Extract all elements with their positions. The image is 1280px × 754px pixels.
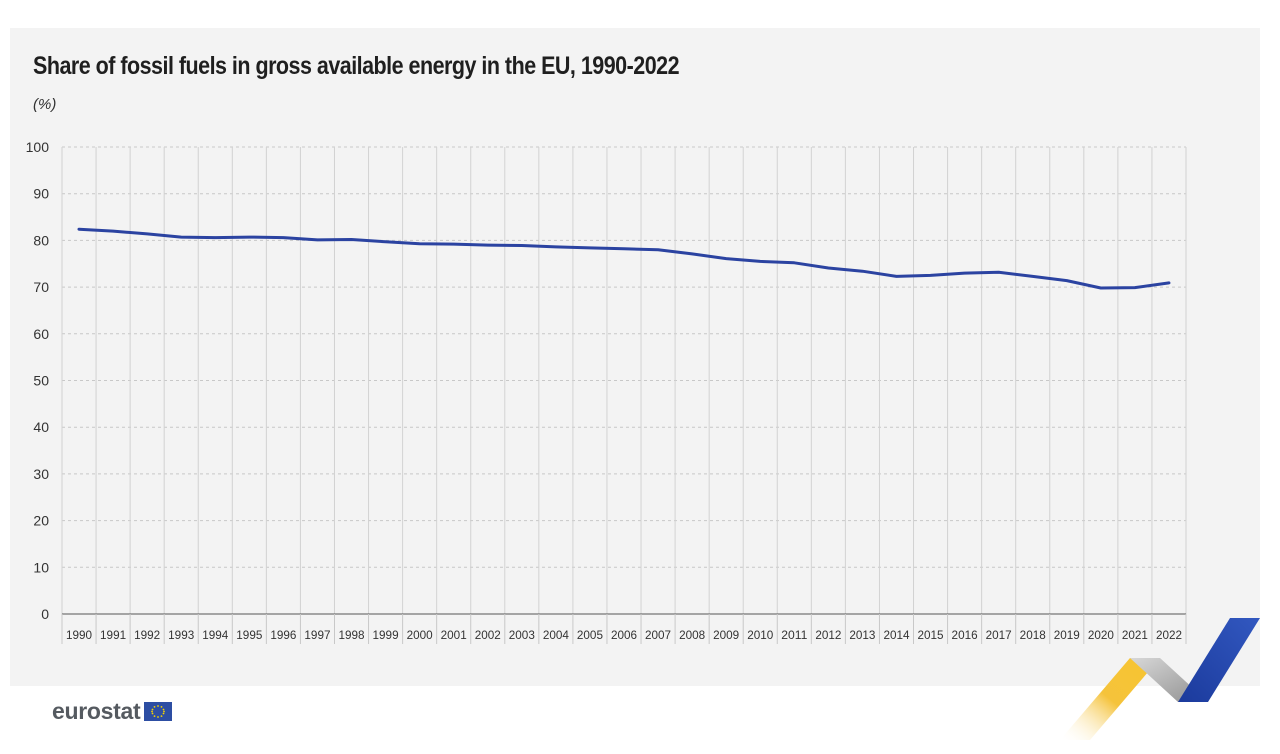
x-tick-label: 1999 (373, 630, 399, 642)
x-tick-label: 1996 (270, 630, 296, 642)
y-tick-label: 100 (26, 139, 50, 155)
y-tick-label: 80 (33, 232, 49, 248)
x-tick-label: 2008 (679, 630, 705, 642)
data-point (486, 244, 489, 247)
chart-panel (10, 28, 1260, 686)
x-tick-label: 2014 (883, 630, 910, 642)
data-point (520, 244, 523, 247)
x-tick-label: 1990 (66, 630, 92, 642)
x-tick-label: 2004 (543, 630, 570, 642)
data-point (180, 236, 183, 239)
data-point (384, 240, 387, 243)
x-tick-label: 2006 (611, 630, 637, 642)
x-tick-label: 2021 (1122, 630, 1148, 642)
y-tick-label: 60 (33, 326, 49, 342)
x-tick-label: 2018 (1020, 630, 1046, 642)
data-point (657, 248, 660, 251)
y-tick-label: 10 (33, 559, 49, 575)
y-tick-label: 90 (33, 186, 49, 202)
x-tick-label: 2009 (713, 630, 739, 642)
data-point (1065, 279, 1068, 282)
x-tick-label: 2011 (781, 630, 807, 642)
eu-flag-icon (144, 702, 173, 721)
data-point (248, 236, 251, 239)
data-point (895, 275, 898, 278)
y-tick-label: 50 (33, 373, 49, 389)
y-tick-label: 30 (33, 466, 49, 482)
x-tick-label: 2019 (1054, 630, 1080, 642)
data-point (827, 266, 830, 269)
x-tick-label: 2013 (849, 630, 875, 642)
data-point (316, 238, 319, 241)
data-point (861, 270, 864, 273)
data-point (452, 243, 455, 246)
x-tick-label: 1995 (236, 630, 262, 642)
eurostat-logo: eurostat (52, 698, 173, 725)
data-point (588, 246, 591, 249)
data-point (691, 252, 694, 255)
chart-title: Share of fossil fuels in gross available… (33, 52, 680, 80)
x-tick-label: 1998 (338, 630, 364, 642)
data-point (793, 261, 796, 264)
x-tick-label: 1994 (202, 630, 229, 642)
data-point (963, 272, 966, 275)
data-point (1031, 275, 1034, 278)
data-point (997, 271, 1000, 274)
x-tick-label: 2001 (441, 630, 467, 642)
x-tick-label: 2017 (986, 630, 1012, 642)
y-tick-label: 20 (33, 513, 49, 529)
x-tick-label: 2015 (918, 630, 944, 642)
data-point (1167, 281, 1170, 284)
data-point (929, 274, 932, 277)
data-point (282, 236, 285, 239)
data-point (418, 242, 421, 245)
data-point (112, 230, 115, 233)
x-tick-label: 2002 (475, 630, 501, 642)
x-tick-label: 2003 (509, 630, 535, 642)
x-tick-label: 2016 (952, 630, 978, 642)
data-point (759, 260, 762, 263)
y-tick-label: 70 (33, 279, 49, 295)
x-tick-label: 2020 (1088, 630, 1114, 642)
brand-name: eurostat (52, 698, 141, 724)
deco-yellow-stripe (1060, 658, 1160, 740)
x-tick-label: 1992 (134, 630, 160, 642)
series-line (77, 227, 1171, 290)
y-tick-label: 0 (41, 606, 49, 622)
data-point (554, 245, 557, 248)
y-tick-label: 40 (33, 419, 49, 435)
unit-label: (%) (33, 96, 57, 113)
x-tick-label: 2005 (577, 630, 603, 642)
data-point (146, 232, 149, 235)
data-point (78, 228, 81, 231)
data-point (1133, 286, 1136, 289)
x-tick-label: 2000 (407, 630, 433, 642)
data-point (1099, 287, 1102, 290)
x-tick-label: 2010 (747, 630, 773, 642)
x-tick-label: 2007 (645, 630, 671, 642)
data-point (214, 236, 217, 239)
data-point (623, 247, 626, 250)
x-tick-label: 2022 (1156, 630, 1182, 642)
x-tick-label: 1993 (168, 630, 194, 642)
x-tick-label: 2012 (815, 630, 841, 642)
data-point (350, 238, 353, 241)
data-point (725, 257, 728, 260)
decorative-chevron (1060, 618, 1260, 740)
x-tick-label: 1991 (100, 630, 126, 642)
x-tick-label: 1997 (304, 630, 330, 642)
deco-blue-stripe (1178, 618, 1260, 702)
